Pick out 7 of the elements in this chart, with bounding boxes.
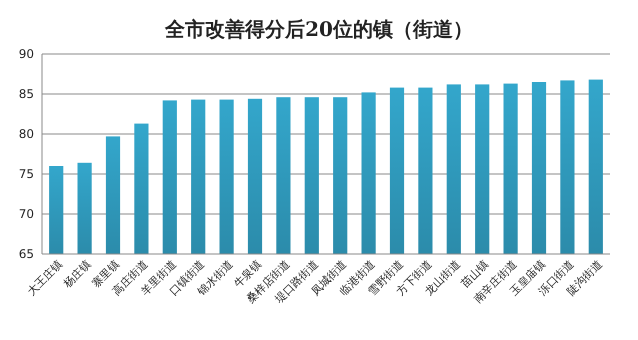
y-tick-label: 90 [18, 47, 34, 62]
y-tick-label: 65 [18, 247, 34, 262]
y-tick-label: 70 [18, 207, 34, 222]
y-tick-label: 85 [18, 87, 34, 102]
chart-title: 全市改善得分后20位的镇（街道） [164, 17, 473, 41]
y-tick-label: 75 [18, 167, 34, 182]
y-tick-label: 80 [18, 127, 34, 142]
